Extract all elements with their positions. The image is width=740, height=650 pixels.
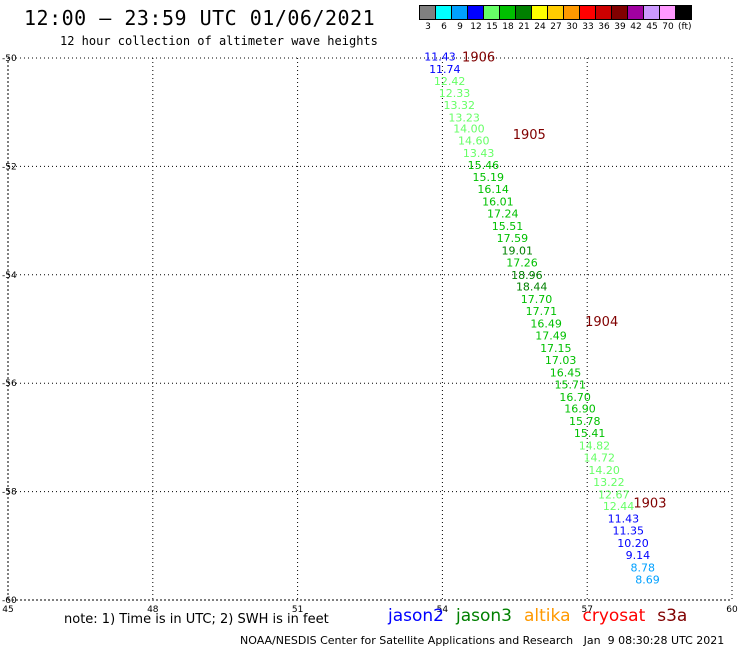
x-tick-label: 60 [726, 605, 738, 615]
swh-data-label: 14.82 [579, 440, 611, 453]
swh-data-label: 16.90 [564, 403, 596, 416]
color-scale-label: 18 [502, 22, 514, 32]
color-scale-label: 12 [470, 22, 482, 32]
swh-data-label: 18.44 [516, 281, 548, 294]
satellite-legend: jason2 jason3 altika cryosat s3a [388, 606, 687, 626]
swh-data-label: 14.60 [458, 134, 490, 147]
swh-data-label: 11.35 [612, 525, 644, 538]
color-scale-cell [675, 5, 692, 20]
swh-data-label: 13.43 [463, 147, 495, 160]
x-tick-label: 54 [437, 605, 449, 615]
footer-note: note: 1) Time is in UTC; 2) SWH is in fe… [64, 612, 329, 627]
color-scale-label: 6 [441, 22, 447, 32]
y-tick-label: -54 [2, 271, 17, 281]
swh-data-label: 12.33 [439, 87, 471, 100]
y-tick-label: -50 [2, 54, 17, 64]
swh-data-label: 17.71 [526, 305, 558, 318]
swh-data-label: 12.67 [598, 488, 630, 501]
swh-data-label: 18.96 [511, 269, 543, 282]
swh-data-label: 15.46 [468, 159, 500, 172]
swh-data-label: 15.51 [492, 220, 524, 233]
swh-data-label: 16.01 [482, 196, 514, 209]
footer-credit: NOAA/NESDIS Center for Satellite Applica… [240, 634, 725, 647]
swh-data-label: 17.03 [545, 354, 577, 367]
swh-data-label: 17.59 [497, 232, 529, 245]
x-tick-label: 51 [292, 605, 303, 615]
color-scale-unit: (ft) [678, 22, 692, 32]
swh-data-label: 11.43 [424, 50, 456, 63]
swh-data-label: 8.69 [635, 573, 660, 586]
swh-data-label: 14.00 [453, 122, 485, 135]
swh-data-label: 17.26 [506, 256, 538, 269]
swh-data-label: 8.78 [630, 561, 655, 574]
swh-data-label: 11.43 [608, 513, 640, 526]
time-label: 1904 [585, 315, 618, 330]
swh-data-label: 15.19 [473, 171, 505, 184]
chart-subtitle: 12 hour collection of altimeter wave hei… [60, 34, 378, 48]
swh-data-label: 15.71 [555, 378, 587, 391]
color-scale-labels: 3 6 9 12 15 18 21 24 27 30 33 36 39 42 45 70 (ft) [420, 22, 692, 32]
y-tick-label: -60 [2, 596, 17, 606]
legend-entry: jason2 [388, 606, 444, 626]
swh-data-label: 12.42 [434, 75, 466, 88]
x-tick-label: 57 [581, 605, 592, 615]
swh-data-label: 13.32 [444, 99, 476, 112]
x-tick-label: 48 [147, 605, 159, 615]
swh-data-label: 17.24 [487, 208, 519, 221]
y-tick-label: -58 [2, 488, 17, 498]
swh-data-label: 16.49 [530, 318, 562, 331]
swh-data-label: 17.15 [540, 342, 572, 355]
legend-entry: cryosat [582, 606, 646, 626]
swh-data-label: 17.70 [521, 293, 553, 306]
swh-data-label: 15.78 [569, 415, 601, 428]
swh-data-label: 15.41 [574, 427, 606, 440]
plot-frame [7, 57, 733, 601]
color-scale-label: 42 [630, 22, 642, 32]
swh-data-label: 9.14 [626, 549, 651, 562]
swh-data-label: 17.49 [535, 330, 567, 343]
color-scale-label: 3 [425, 22, 431, 32]
swh-data-label: 10.20 [617, 537, 649, 550]
swh-data-label: 14.20 [588, 464, 620, 477]
color-scale-label: 36 [598, 22, 610, 32]
legend-entry: s3a [657, 606, 688, 626]
color-scale-label: 33 [582, 22, 594, 32]
color-scale-bar [419, 5, 692, 20]
swh-data-label: 19.01 [501, 244, 533, 257]
y-tick-label: -52 [2, 162, 17, 172]
color-scale-label: 30 [566, 22, 578, 32]
swh-data-label: 11.74 [429, 63, 461, 76]
color-scale-label: 70 [662, 22, 674, 32]
legend-entry: jason3 [456, 606, 512, 626]
y-tick-label: -56 [2, 379, 17, 389]
swh-data-label: 16.14 [477, 183, 509, 196]
color-scale-label: 9 [457, 22, 463, 32]
color-scale-label: 21 [518, 22, 530, 32]
chart-title: 12:00 – 23:59 UTC 01/06/2021 [24, 6, 376, 30]
swh-data-label: 13.23 [448, 112, 480, 125]
swh-data-label: 16.70 [559, 391, 591, 404]
swh-data-label: 13.22 [593, 476, 625, 489]
color-scale-label: 27 [550, 22, 562, 32]
legend-entry: altika [524, 606, 571, 626]
time-label: 1903 [633, 496, 666, 511]
time-label: 1905 [513, 128, 546, 143]
swh-data-label: 14.72 [584, 451, 616, 464]
color-scale-label: 24 [534, 22, 546, 32]
swh-data-label: 16.45 [550, 366, 582, 379]
swh-data-label: 12.44 [603, 500, 635, 513]
color-scale-label: 39 [614, 22, 626, 32]
color-scale-label: 15 [486, 22, 498, 32]
color-scale-label: 45 [646, 22, 658, 32]
time-label: 1906 [462, 50, 495, 65]
x-tick-label: 45 [2, 605, 13, 615]
